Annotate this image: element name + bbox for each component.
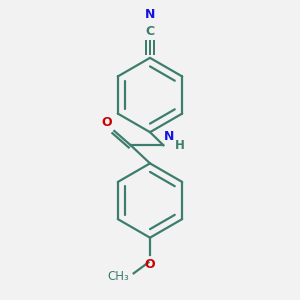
- Text: C: C: [146, 25, 154, 38]
- Text: O: O: [145, 258, 155, 271]
- Text: N: N: [164, 130, 174, 143]
- Text: CH₃: CH₃: [107, 270, 129, 283]
- Text: O: O: [101, 116, 112, 130]
- Text: H: H: [175, 139, 184, 152]
- Text: N: N: [145, 8, 155, 21]
